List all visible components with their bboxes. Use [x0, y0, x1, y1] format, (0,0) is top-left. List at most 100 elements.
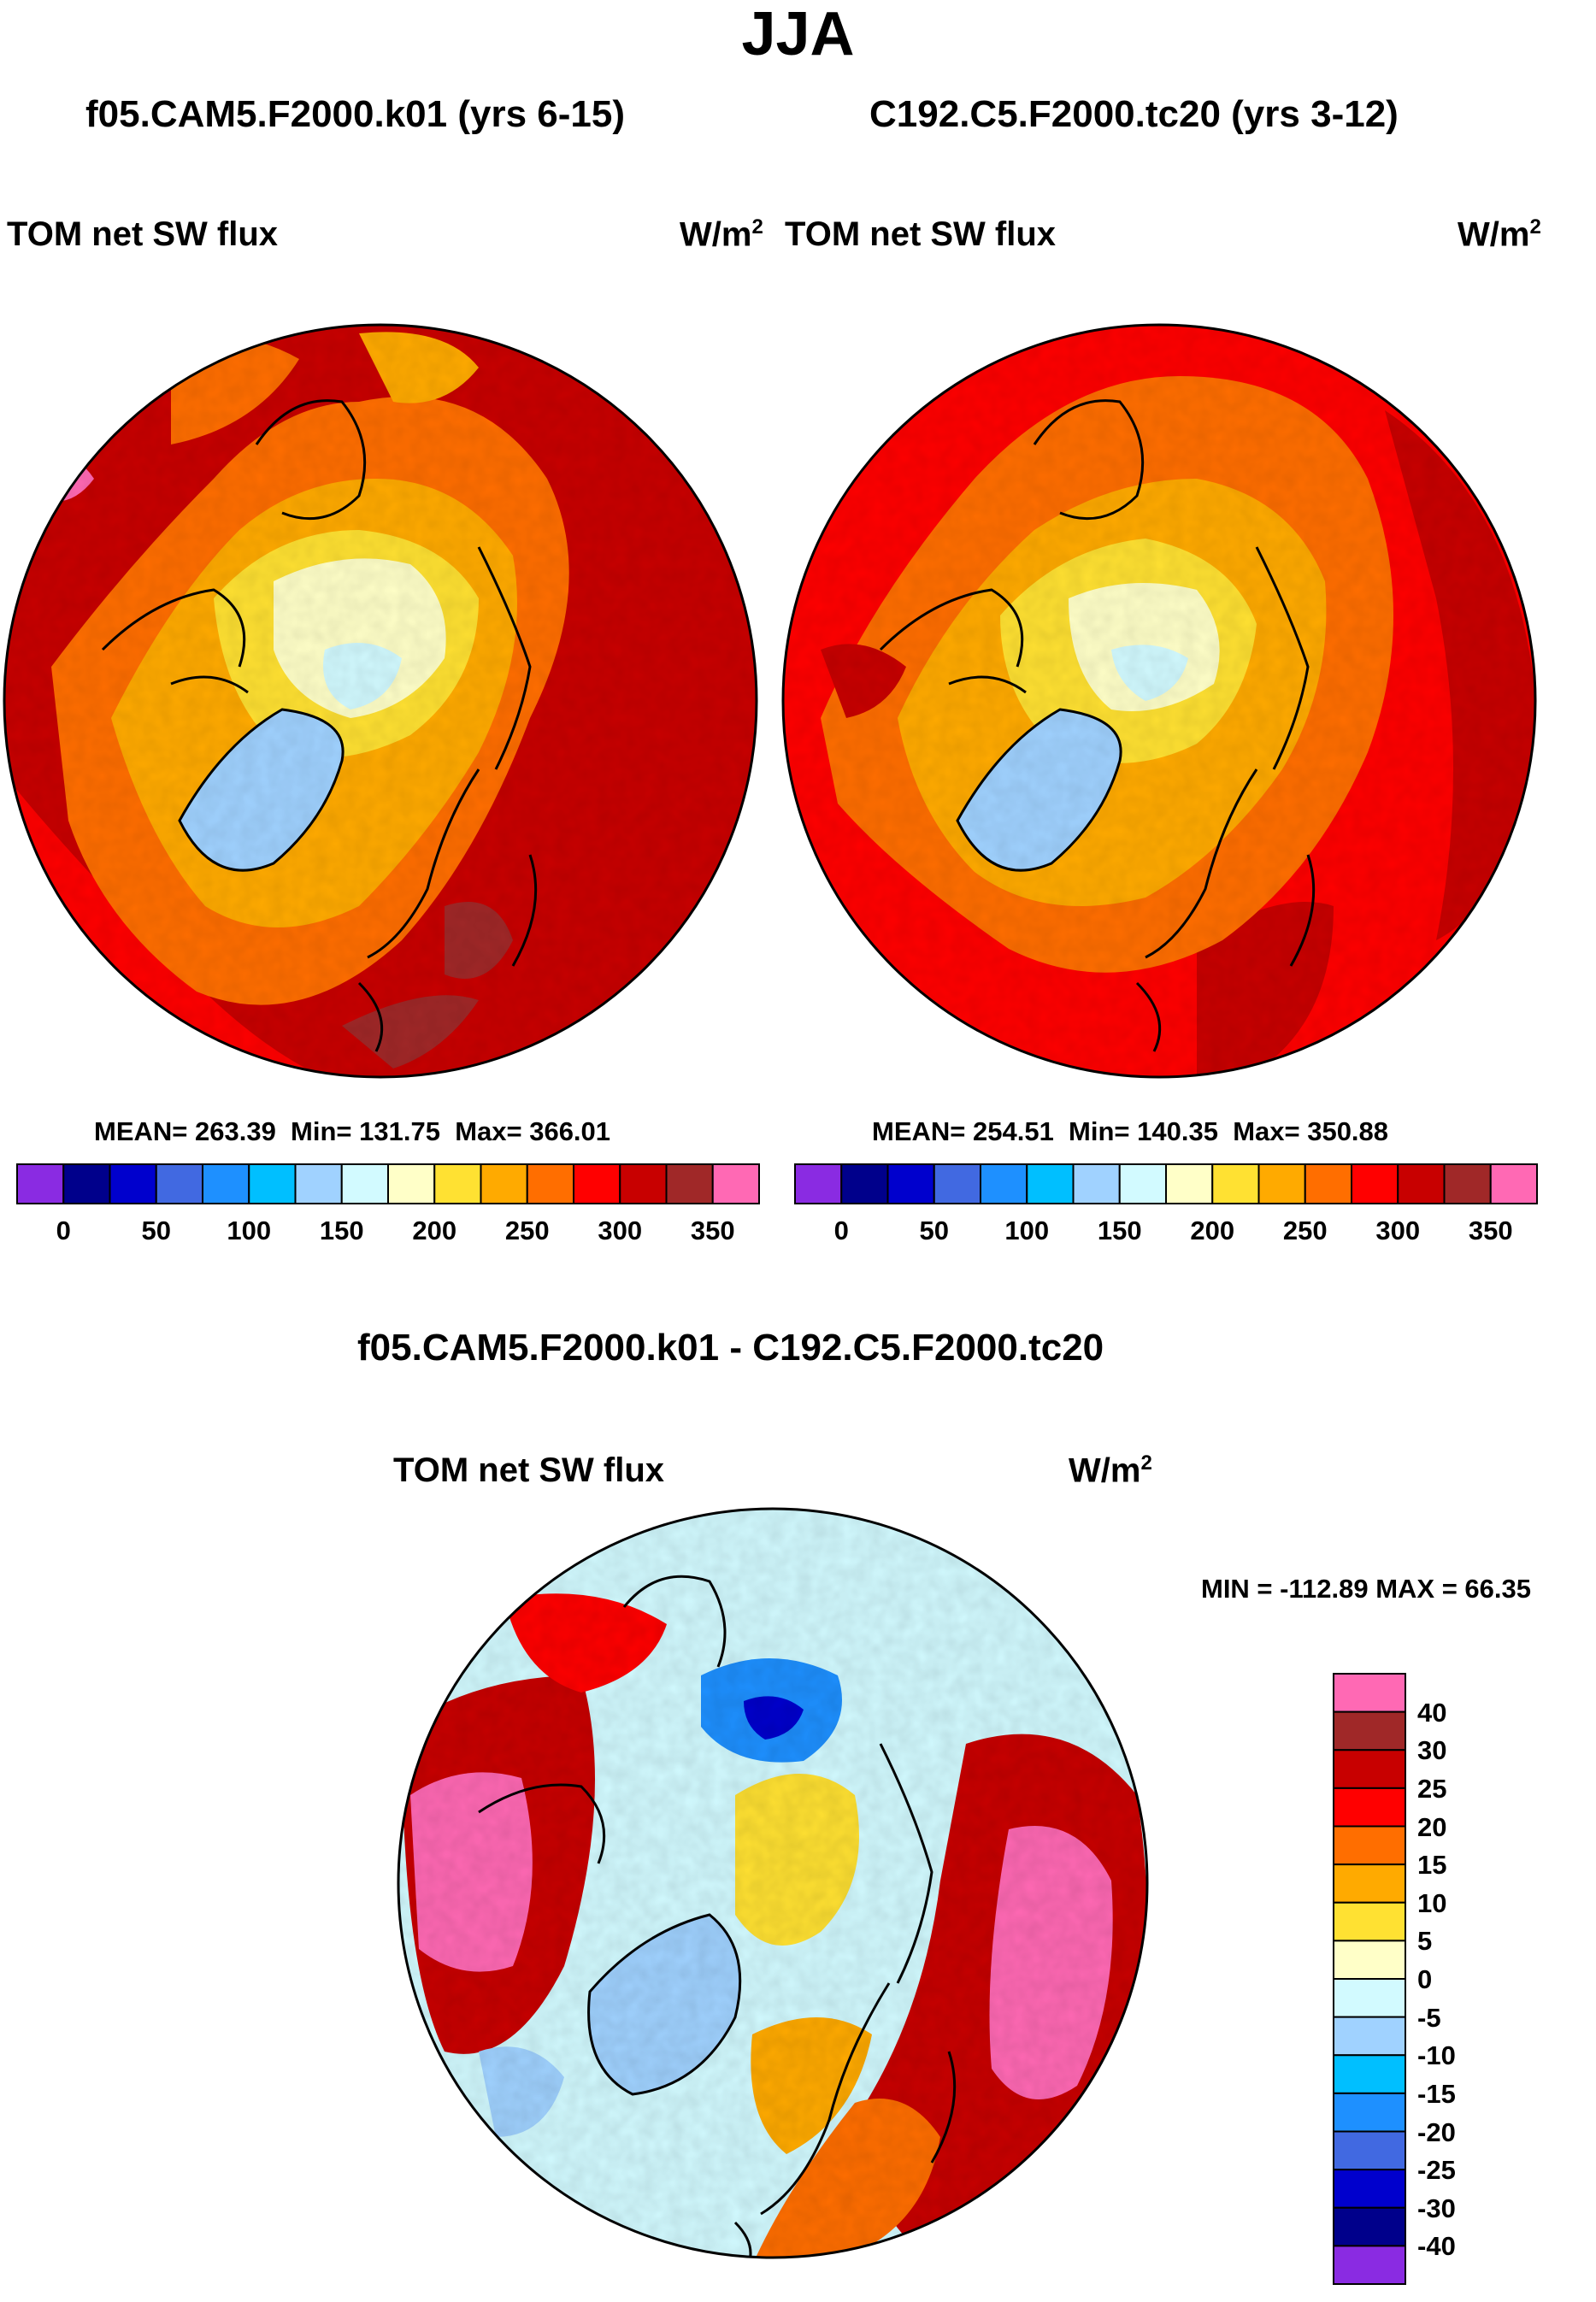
colorbar-box [794, 1163, 843, 1204]
colorbar-box [480, 1163, 528, 1204]
colorbar-box [619, 1163, 668, 1204]
colorbar-box [1257, 1163, 1306, 1204]
colorbar-box [933, 1163, 981, 1204]
colorbar-tick-label: 350 [1468, 1216, 1513, 1245]
colorbar-box [109, 1163, 157, 1204]
colorbar-box [1026, 1163, 1075, 1204]
colorbar-box [1333, 2169, 1406, 2209]
colorbar-tick-label: -25 [1417, 2155, 1456, 2186]
colorbar-box [1333, 1863, 1406, 1904]
colorbar-tick-label: 5 [1417, 1926, 1433, 1957]
colorbar-tick-label: 30 [1417, 1735, 1447, 1766]
colorbar-box [1333, 2245, 1406, 2285]
colorbar-box [1333, 2130, 1406, 2171]
colorbar-tick-label: 0 [56, 1216, 71, 1245]
colorbar-box [980, 1163, 1028, 1204]
panel2-map-border [781, 323, 1537, 1079]
colorbar-box [248, 1163, 297, 1204]
colorbar-box [62, 1163, 111, 1204]
colorbar-tick-label: 200 [412, 1216, 457, 1245]
colorbar-tick-label: -10 [1417, 2040, 1456, 2071]
colorbar-box [1333, 2092, 1406, 2133]
colorbar-tick-label: -5 [1417, 2002, 1441, 2033]
colorbar-box [665, 1163, 714, 1204]
season-title: JJA [741, 0, 855, 68]
diff-colorbar [1333, 1673, 1406, 2285]
panel2-stats: MEAN= 254.51 Min= 140.35 Max= 350.88 [872, 1116, 1389, 1146]
colorbar-box [1333, 1978, 1406, 2018]
diff-variable: TOM net SW flux [393, 1451, 665, 1489]
colorbar-tick-label: 150 [1097, 1216, 1142, 1245]
colorbar-tick-label: 200 [1190, 1216, 1235, 1245]
panel2-colorbar [794, 1163, 1538, 1204]
panel1-colorbar [16, 1163, 760, 1204]
colorbar-tick-label: 20 [1417, 1811, 1447, 1842]
diff-units: W/m2 [1069, 1451, 1152, 1490]
colorbar-box [886, 1163, 935, 1204]
colorbar-box [1333, 1940, 1406, 1980]
colorbar-tick-label: 10 [1417, 1887, 1447, 1918]
colorbar-box [433, 1163, 482, 1204]
colorbar-box [155, 1163, 203, 1204]
panel1-stats: MEAN= 263.39 Min= 131.75 Max= 366.01 [94, 1116, 611, 1146]
colorbar-tick-label: 0 [833, 1216, 849, 1245]
colorbar-box [202, 1163, 250, 1204]
colorbar-box [1333, 1901, 1406, 1942]
panel1-title: f05.CAM5.F2000.k01 (yrs 6-15) [85, 93, 625, 135]
colorbar-tick-label: 350 [690, 1216, 735, 1245]
colorbar-tick-label: -20 [1417, 2117, 1456, 2147]
colorbar-tick-label: 300 [598, 1216, 643, 1245]
panel1-units: W/m2 [680, 215, 763, 254]
colorbar-box [1489, 1163, 1538, 1204]
diff-map-border [397, 1507, 1149, 2259]
panel1-map [4, 325, 757, 1077]
colorbar-box [1333, 1710, 1406, 1752]
colorbar-box [1165, 1163, 1214, 1204]
colorbar-box [1211, 1163, 1260, 1204]
panel2-units: W/m2 [1458, 215, 1541, 254]
colorbar-box [573, 1163, 621, 1204]
colorbar-box [1333, 1673, 1406, 1713]
colorbar-box [1072, 1163, 1121, 1204]
colorbar-box [840, 1163, 889, 1204]
colorbar-box [1304, 1163, 1352, 1204]
colorbar-box [1333, 1825, 1406, 1866]
panel1-map-border [3, 323, 758, 1079]
colorbar-box [1333, 2206, 1406, 2247]
colorbar-tick-label: -40 [1417, 2231, 1456, 2262]
colorbar-tick-label: -15 [1417, 2078, 1456, 2109]
colorbar-box [387, 1163, 436, 1204]
colorbar-tick-label: 25 [1417, 1773, 1447, 1804]
panel2-title: C192.C5.F2000.tc20 (yrs 3-12) [869, 93, 1399, 135]
colorbar-tick-label: 250 [504, 1216, 550, 1245]
colorbar-tick-label: 100 [1004, 1216, 1050, 1245]
colorbar-box [1397, 1163, 1446, 1204]
colorbar-box [294, 1163, 343, 1204]
colorbar-tick-label: 0 [1417, 1964, 1433, 1994]
diff-minmax: MIN = -112.89 MAX = 66.35 [1201, 1574, 1531, 1604]
colorbar-box [711, 1163, 760, 1204]
diff-map [398, 1509, 1147, 2258]
colorbar-tick-label: 250 [1282, 1216, 1328, 1245]
colorbar-box [1333, 2054, 1406, 2094]
panel2-map [783, 325, 1535, 1077]
colorbar-tick-label: 150 [319, 1216, 364, 1245]
colorbar-tick-label: 15 [1417, 1850, 1447, 1881]
colorbar-tick-label: -30 [1417, 2193, 1456, 2223]
colorbar-tick-label: 50 [141, 1216, 171, 1245]
diff-title: f05.CAM5.F2000.k01 - C192.C5.F2000.tc20 [357, 1327, 1104, 1369]
panel2-variable: TOM net SW flux [785, 215, 1057, 253]
colorbar-box [1333, 1749, 1406, 1789]
colorbar-box [526, 1163, 574, 1204]
colorbar-box [1333, 2016, 1406, 2057]
colorbar-box [1118, 1163, 1167, 1204]
colorbar-tick-label: 300 [1375, 1216, 1421, 1245]
colorbar-tick-label: 40 [1417, 1697, 1447, 1728]
colorbar-box [16, 1163, 65, 1204]
colorbar-box [340, 1163, 389, 1204]
colorbar-tick-label: 100 [227, 1216, 272, 1245]
colorbar-box [1333, 1787, 1406, 1828]
colorbar-box [1443, 1163, 1492, 1204]
colorbar-tick-label: 50 [919, 1216, 949, 1245]
